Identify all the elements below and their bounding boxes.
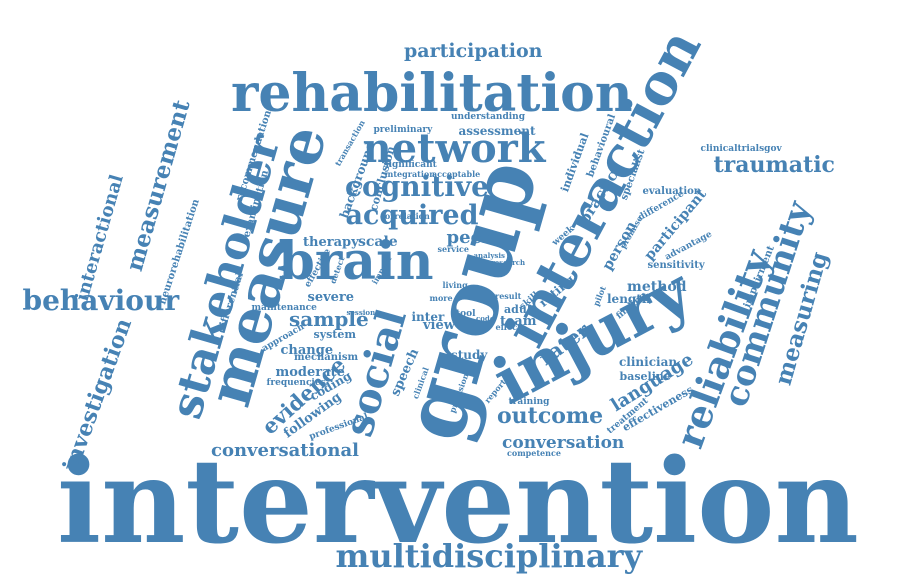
- word-behaviour: behaviour: [23, 287, 180, 315]
- word-competence: competence: [507, 449, 561, 457]
- word-living: living: [443, 281, 468, 289]
- word-acceptable: acceptable: [432, 170, 480, 178]
- word-conversational: conversational: [211, 442, 359, 460]
- word-sensitivity: sensitivity: [648, 261, 705, 271]
- word-clinicaltrialsgov: clinicaltrialsgov: [701, 145, 782, 154]
- word-multidisciplinary: multidisciplinary: [336, 540, 643, 572]
- word-integration: integration: [385, 170, 436, 178]
- word-more: more: [430, 294, 453, 302]
- word-participation: participation: [404, 42, 542, 61]
- word-therapy: therapy: [303, 236, 359, 249]
- word-correlation: correlation: [380, 212, 430, 220]
- word-clinician: clinician: [619, 356, 677, 368]
- word-code: code: [476, 315, 494, 322]
- word-tool: tool: [456, 310, 476, 319]
- word-frequencies: frequencies: [267, 379, 326, 388]
- word-research: research: [491, 259, 525, 266]
- word-effect: effect: [496, 323, 521, 331]
- word-system: system: [314, 329, 357, 340]
- word-understanding: understanding: [451, 113, 525, 122]
- word-assessment: assessment: [459, 125, 536, 137]
- word-analysis: analysis: [474, 252, 505, 259]
- word-baseline: baseline: [620, 371, 671, 382]
- word-result: result: [495, 292, 521, 300]
- word-severe: severe: [308, 291, 355, 304]
- word-preliminary: preliminary: [374, 126, 433, 135]
- word-traumatic: traumatic: [714, 154, 835, 176]
- word-outcome: outcome: [497, 405, 603, 427]
- word-evaluation: evaluation: [643, 187, 702, 197]
- word-rehabilitation: rehabilitation: [231, 68, 633, 120]
- word-inter: inter: [412, 311, 445, 323]
- word-session: session: [347, 309, 376, 316]
- word-study: study: [451, 349, 487, 361]
- word-service: service: [438, 245, 469, 253]
- word-mechanism: mechanism: [294, 353, 358, 363]
- word-scale: scale: [358, 235, 398, 249]
- word-maintenance: maintenance: [252, 304, 317, 313]
- word-training: training: [509, 398, 550, 407]
